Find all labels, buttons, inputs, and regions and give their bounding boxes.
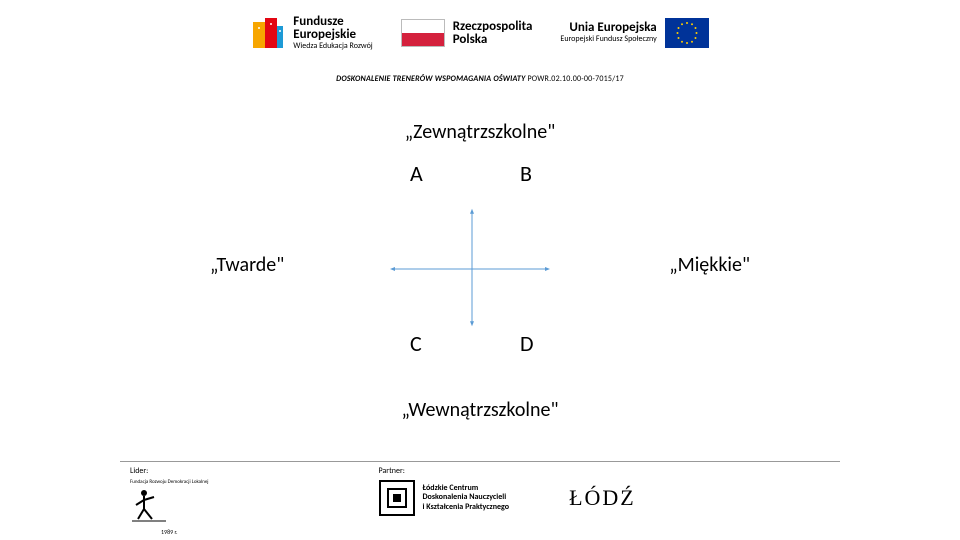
header-logos: Fundusze Europejskie Wiedza Edukacja Roz… — [0, 8, 960, 58]
lider-label: Lider: — [130, 466, 209, 476]
quadrant-c: C — [410, 330, 422, 357]
rp-logo-block: Rzeczpospolita Polska — [401, 19, 533, 47]
poland-flag-icon — [401, 19, 445, 47]
fe-sub: Wiedza Edukacja Rozwój — [293, 42, 372, 52]
lodz-logo: ŁÓDŹ — [569, 485, 636, 511]
page: Fundusze Europejskie Wiedza Edukacja Roz… — [0, 0, 960, 540]
ue-text: Unia Europejska Europejski Fundusz Społe… — [560, 21, 656, 45]
fe-logo-block: Fundusze Europejskie Wiedza Edukacja Roz… — [251, 15, 372, 52]
lider-logo: Fundacja Rozwoju Demokracji Lokalnej 198… — [130, 480, 209, 536]
footer: Lider: Fundacja Rozwoju Demokracji Lokal… — [130, 466, 830, 526]
axis-label-right: „Miękkie" — [669, 253, 750, 277]
ue-line1: Unia Europejska — [560, 21, 656, 34]
project-code: POWR.02.10.00-00-7015/17 — [525, 74, 623, 84]
partner-column: Partner: Łódzkie Centrum Doskonalenia Na… — [379, 466, 636, 516]
fe-text: Fundusze Europejskie Wiedza Edukacja Roz… — [293, 15, 372, 52]
ue-sub: Europejski Fundusz Społeczny — [560, 35, 656, 45]
lc-text: Łódzkie Centrum Doskonalenia Nauczycieli… — [423, 484, 510, 513]
lc-logo-icon — [379, 480, 415, 516]
rp-text: Rzeczpospolita Polska — [453, 20, 533, 46]
fe-stars-icon — [251, 16, 285, 50]
eu-flag-icon — [665, 18, 709, 48]
fe-line2: Europejskie — [293, 28, 372, 41]
quadrant-d: D — [520, 330, 534, 357]
quadrant-b: B — [520, 160, 532, 187]
rp-line2: Polska — [453, 33, 533, 46]
project-line: DOSKONALENIE TRENERÓW WSPOMAGANIA OŚWIAT… — [0, 74, 960, 84]
quadrant-diagram: „Zewnątrzszkolne" „Wewnątrzszkolne" „Twa… — [0, 100, 960, 430]
axis-label-bottom: „Wewnątrzszkolne" — [402, 398, 559, 422]
fe-line1: Fundusze — [293, 15, 372, 28]
ue-logo-block: Unia Europejska Europejski Fundusz Społe… — [560, 18, 708, 48]
footer-rule — [120, 461, 840, 462]
stick-figure-icon — [130, 485, 168, 523]
lider-year: 1989 r. — [130, 528, 209, 536]
project-title: DOSKONALENIE TRENERÓW WSPOMAGANIA OŚWIAT… — [336, 74, 525, 84]
lc-block: Łódzkie Centrum Doskonalenia Nauczycieli… — [379, 480, 510, 516]
partner-label: Partner: — [379, 466, 636, 476]
quadrant-a: A — [410, 160, 423, 187]
axis-label-top: „Zewnątrzszkolne" — [405, 120, 555, 144]
axis-label-left: „Twarde" — [210, 253, 284, 277]
lc-line3: i Kształcenia Praktycznego — [423, 503, 510, 513]
lider-column: Lider: Fundacja Rozwoju Demokracji Lokal… — [130, 466, 209, 536]
vertical-axis-arrow-icon — [470, 150, 474, 385]
